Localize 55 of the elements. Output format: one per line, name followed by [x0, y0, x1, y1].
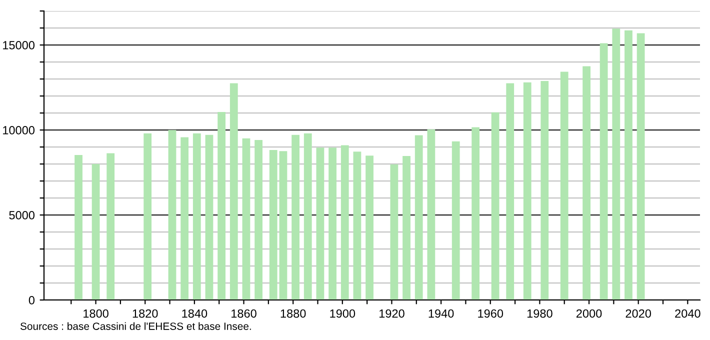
bar — [144, 133, 152, 300]
source-note: Sources : base Cassini de l'EHESS et base Insee. — [20, 322, 251, 330]
x-tick-label: 1960 — [478, 309, 504, 318]
bar — [427, 129, 436, 300]
bar — [353, 152, 362, 300]
bar — [340, 145, 349, 300]
x-tick-label: 1880 — [280, 309, 306, 318]
x-tick-label: 1840 — [182, 309, 208, 318]
bar — [560, 72, 568, 300]
bar — [292, 134, 300, 300]
bar — [180, 137, 189, 300]
bar — [106, 153, 115, 300]
x-tick-label: 1900 — [330, 309, 356, 318]
bar — [624, 30, 632, 300]
bar — [269, 150, 278, 300]
bar — [192, 133, 201, 300]
bar — [254, 140, 262, 300]
bar — [168, 130, 176, 300]
bar — [506, 83, 514, 300]
bar — [230, 83, 238, 300]
x-tick-label: 2020 — [626, 309, 652, 318]
x-tick-label: 2040 — [675, 309, 700, 318]
bar — [304, 133, 312, 300]
bar — [328, 148, 336, 300]
x-tick-label: 1980 — [527, 309, 552, 318]
bar — [74, 154, 82, 300]
bar — [316, 148, 324, 300]
x-tick-label: 1940 — [428, 309, 454, 318]
bar — [491, 112, 500, 300]
bar — [414, 135, 423, 300]
bar — [205, 134, 214, 300]
bar — [636, 33, 645, 300]
x-tick-label: 1860 — [232, 309, 256, 318]
bar — [390, 164, 398, 300]
bar — [279, 151, 288, 300]
bar — [540, 81, 549, 300]
x-tick-label: 1820 — [132, 309, 158, 318]
bar — [218, 112, 226, 300]
bar — [523, 82, 532, 300]
bar — [472, 127, 480, 300]
bar — [366, 156, 374, 300]
bar — [242, 138, 250, 300]
y-tick-label: 5000 — [9, 211, 35, 220]
bar — [452, 141, 460, 300]
bar — [402, 156, 410, 300]
bar — [92, 164, 100, 300]
y-tick-label: 10000 — [3, 126, 35, 134]
x-tick-label: 1800 — [84, 309, 108, 318]
x-tick-label: 2000 — [576, 309, 602, 318]
bar — [582, 66, 590, 300]
y-tick-label: 0 — [28, 296, 35, 304]
bar — [612, 28, 620, 300]
bar — [600, 43, 608, 300]
y-tick-label: 15000 — [3, 41, 35, 50]
x-tick-label: 1920 — [380, 309, 404, 318]
